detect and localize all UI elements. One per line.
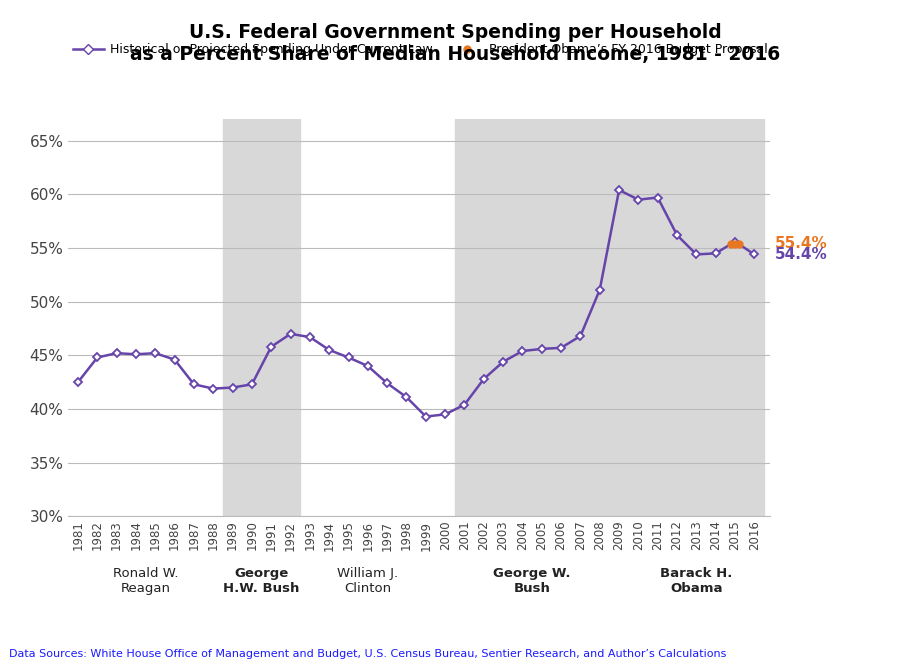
Text: 54.4%: 54.4% — [774, 247, 827, 262]
Text: Ronald W.
Reagan: Ronald W. Reagan — [113, 567, 179, 595]
Legend: Historical or Projected Spending Under Current Law, President Obama’s FY 2016 Bu: Historical or Projected Spending Under C… — [67, 38, 773, 61]
Text: George
H.W. Bush: George H.W. Bush — [223, 567, 300, 595]
Text: William J.
Clinton: William J. Clinton — [337, 567, 398, 595]
Text: Data Sources: White House Office of Management and Budget, U.S. Census Bureau, S: Data Sources: White House Office of Mana… — [9, 649, 726, 659]
Text: 55.4%: 55.4% — [774, 236, 827, 251]
Text: George W.
Bush: George W. Bush — [494, 567, 571, 595]
Bar — [223, 119, 301, 516]
Bar — [609, 119, 764, 516]
Text: U.S. Federal Government Spending per Household
as a Percent Share of Median Hous: U.S. Federal Government Spending per Hou… — [130, 23, 781, 64]
Text: Barack H.
Obama: Barack H. Obama — [660, 567, 732, 595]
Bar — [455, 119, 609, 516]
